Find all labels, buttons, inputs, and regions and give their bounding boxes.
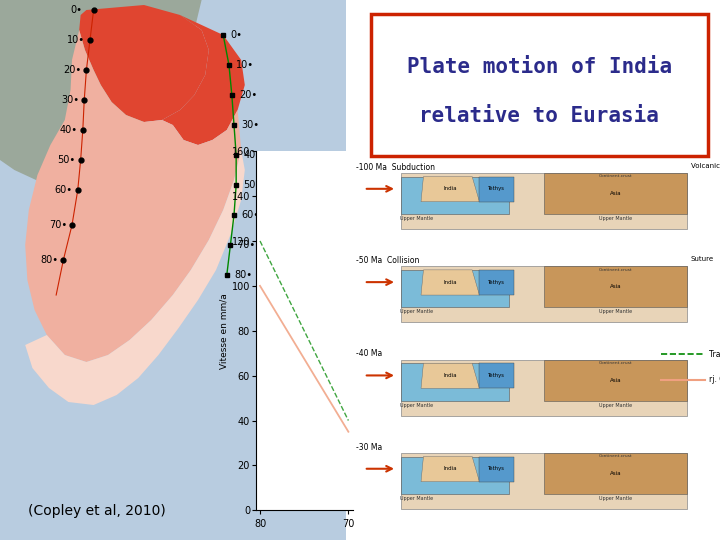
Bar bbox=[480, 456, 514, 482]
Text: Plate motion of India: Plate motion of India bbox=[407, 57, 672, 77]
Text: India: India bbox=[444, 280, 457, 285]
Text: Asia: Asia bbox=[610, 285, 621, 289]
Text: Traj. Est: Traj. Est bbox=[709, 350, 720, 359]
Text: Upper Mantle: Upper Mantle bbox=[599, 309, 632, 314]
Polygon shape bbox=[162, 15, 245, 145]
Text: 30•: 30• bbox=[241, 120, 259, 130]
Text: 60•: 60• bbox=[55, 185, 73, 195]
Text: relative to Eurasia: relative to Eurasia bbox=[419, 106, 660, 126]
Bar bbox=[400, 270, 509, 307]
Text: Upper Mantle: Upper Mantle bbox=[599, 403, 632, 408]
Bar bbox=[400, 173, 687, 229]
Bar bbox=[480, 177, 514, 202]
Bar bbox=[544, 360, 687, 401]
Text: Upper Mantle: Upper Mantle bbox=[599, 496, 632, 501]
Text: India: India bbox=[444, 466, 457, 471]
Text: 40•: 40• bbox=[60, 125, 78, 135]
Polygon shape bbox=[421, 456, 480, 482]
Text: Volcanic Arc: Volcanic Arc bbox=[690, 163, 720, 169]
Y-axis label: Vitesse en mm/a: Vitesse en mm/a bbox=[220, 293, 229, 369]
Text: 40•: 40• bbox=[243, 150, 261, 160]
Text: Tethys: Tethys bbox=[488, 280, 505, 285]
Text: -100 Ma  Subduction: -100 Ma Subduction bbox=[356, 163, 436, 172]
Text: Upper Mantle: Upper Mantle bbox=[400, 309, 433, 314]
Bar bbox=[544, 453, 687, 494]
Text: Asia: Asia bbox=[610, 191, 621, 196]
Text: Asia: Asia bbox=[610, 471, 621, 476]
Text: 0•: 0• bbox=[230, 30, 243, 40]
Text: 60•: 60• bbox=[241, 210, 259, 220]
Polygon shape bbox=[0, 0, 202, 190]
Text: -50 Ma  Collision: -50 Ma Collision bbox=[356, 256, 420, 265]
Bar bbox=[480, 363, 514, 388]
Text: India: India bbox=[444, 186, 457, 191]
Text: rj. Ouest: rj. Ouest bbox=[709, 375, 720, 384]
Bar bbox=[400, 456, 509, 494]
Text: 50•: 50• bbox=[58, 155, 76, 165]
Polygon shape bbox=[79, 5, 209, 122]
Text: Upper Mantle: Upper Mantle bbox=[400, 403, 433, 408]
Text: Upper Mantle: Upper Mantle bbox=[599, 216, 632, 221]
Bar bbox=[544, 266, 687, 307]
Text: Continent.crust: Continent.crust bbox=[598, 361, 632, 365]
Text: 10•: 10• bbox=[67, 35, 85, 45]
Text: 70•: 70• bbox=[238, 240, 256, 250]
Text: Tethys: Tethys bbox=[488, 373, 505, 378]
Text: 70•: 70• bbox=[49, 220, 67, 230]
Polygon shape bbox=[421, 270, 480, 295]
Text: 50•: 50• bbox=[243, 180, 261, 190]
Bar bbox=[544, 173, 687, 214]
Text: 20•: 20• bbox=[63, 65, 81, 75]
Text: -40 Ma: -40 Ma bbox=[356, 349, 383, 359]
Bar bbox=[480, 270, 514, 295]
Text: 10•: 10• bbox=[236, 60, 254, 70]
Polygon shape bbox=[421, 177, 480, 202]
Text: 20•: 20• bbox=[239, 90, 257, 100]
Text: Upper Mantle: Upper Mantle bbox=[400, 216, 433, 221]
FancyBboxPatch shape bbox=[371, 14, 708, 156]
Text: Asia: Asia bbox=[610, 377, 621, 383]
Text: (Copley et al, 2010): (Copley et al, 2010) bbox=[28, 504, 166, 518]
Text: Continent.crust: Continent.crust bbox=[598, 174, 632, 178]
Polygon shape bbox=[421, 363, 480, 388]
Polygon shape bbox=[25, 30, 241, 362]
Text: Tethys: Tethys bbox=[488, 186, 505, 191]
Bar bbox=[400, 177, 509, 214]
Bar bbox=[400, 363, 509, 401]
Text: Continent.crust: Continent.crust bbox=[598, 267, 632, 272]
Text: Continent.crust: Continent.crust bbox=[598, 454, 632, 458]
Text: 0•: 0• bbox=[71, 5, 83, 15]
Text: Upper Mantle: Upper Mantle bbox=[400, 496, 433, 501]
Text: India: India bbox=[444, 373, 457, 378]
Text: 30•: 30• bbox=[61, 95, 79, 105]
Text: 80•: 80• bbox=[234, 270, 252, 280]
Polygon shape bbox=[25, 150, 245, 405]
Bar bbox=[400, 360, 687, 416]
Text: Suture: Suture bbox=[690, 256, 714, 262]
Text: 80•: 80• bbox=[40, 255, 58, 265]
Text: Tethys: Tethys bbox=[488, 466, 505, 471]
Text: -30 Ma: -30 Ma bbox=[356, 443, 383, 452]
Bar bbox=[400, 453, 687, 509]
Bar bbox=[400, 266, 687, 322]
